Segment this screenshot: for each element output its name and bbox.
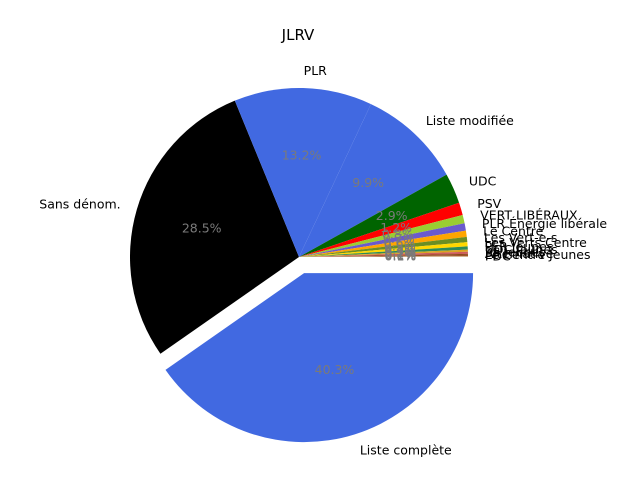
slice-label-les-vert-e-s: Les Vert-e-s — [484, 230, 557, 245]
pie-slice-vert-liberaux — [299, 214, 465, 257]
pie-slice-udc-jeunes — [299, 249, 468, 257]
pct-label-les-vert-e-s: 0.5% — [384, 239, 416, 254]
slice-label-le-centre-jeunes: Le Centre Jeunes — [485, 247, 591, 262]
pie-slice-pdc — [299, 255, 468, 257]
pie-slice-ps-jeunes — [299, 251, 468, 257]
slice-label-alternative: Alternative — [485, 246, 554, 261]
slice-label-udc-jeunes: UDC Jeunes — [485, 242, 558, 257]
slice-label-le-centre: Le Centre — [483, 223, 544, 238]
slice-label-sans-denom: Sans dénom. — [39, 197, 120, 212]
slice-label-vert-liberaux: VERT LIBÉRAUX — [480, 207, 578, 222]
pct-label-plr-jeunes: 0.3% — [384, 244, 416, 259]
pie-slice-plr — [234, 88, 371, 258]
pct-label-liste-modifiee: 9.9% — [352, 175, 384, 190]
pie-slices — [129, 88, 474, 443]
slice-label-les-verts-centre: Les Verts Centre — [484, 235, 587, 250]
pct-label-psv: 1.2% — [380, 220, 412, 235]
percent-labels: 40.3% 28.5% 13.2% 9.9% 2.9%1.2%0.8%0.7%0.6%0… — [182, 148, 417, 377]
pct-label-les-verts-centre: 0.4% — [384, 241, 416, 256]
pct-label-le-centre: 0.6% — [384, 235, 416, 250]
pie-slice-plr-energie-liberale — [299, 223, 466, 257]
pct-label-sans-denom: 28.5% — [182, 220, 222, 235]
slice-label-plr: PLR — [304, 63, 328, 78]
slice-label-plr-jeunes: PLR Jeunes — [485, 239, 554, 254]
pct-label-udc-jeunes: 0.2% — [384, 245, 416, 260]
slice-label-liste-modifiee: Liste modifiée — [426, 113, 514, 128]
slice-label-pdc: PDC — [485, 248, 511, 263]
slice-label-plr-energie-liberale: PLR Énergie libérale — [482, 216, 608, 231]
pie-slice-sans-denom — [129, 100, 299, 354]
pie-slice-liste-complete — [165, 273, 474, 443]
pct-label-vert-liberaux: 0.8% — [382, 226, 414, 241]
pct-label-pdc: 0.1% — [385, 249, 417, 264]
pct-label-le-centre-jeunes: 0.1% — [385, 248, 417, 263]
pct-label-udc: 2.9% — [376, 208, 408, 223]
pct-label-alternative: 0.1% — [385, 247, 417, 262]
pct-label-liste-complete: 40.3% — [315, 362, 355, 377]
pie-slice-psv — [299, 202, 463, 257]
pie-slice-liste-modifiee — [299, 104, 447, 257]
pct-label-plr: 13.2% — [282, 148, 322, 163]
pie-slice-le-centre-jeunes — [299, 254, 468, 257]
pie-slice-le-centre — [299, 230, 467, 257]
slice-label-udc: UDC — [469, 174, 497, 189]
slice-label-psv: PSV — [477, 196, 501, 211]
pie-slice-udc — [299, 174, 460, 257]
pie-slice-plr-jeunes — [299, 246, 468, 257]
pie-slice-les-vert-e-s — [299, 236, 468, 257]
pie-slice-les-verts-centre — [299, 242, 468, 257]
slice-label-liste-complete: Liste complète — [360, 442, 452, 457]
pie-slice-alternative — [299, 253, 468, 257]
slice-label-ps-jeunes: PS Jeunes — [485, 244, 546, 259]
chart-title: JLRV — [281, 26, 315, 44]
pct-label-ps-jeunes: 0.2% — [384, 246, 416, 261]
pct-label-plr-energie-liberale: 0.7% — [383, 231, 415, 246]
slice-labels: Liste complète Sans dénom. PLR Liste modifi… — [39, 63, 607, 457]
